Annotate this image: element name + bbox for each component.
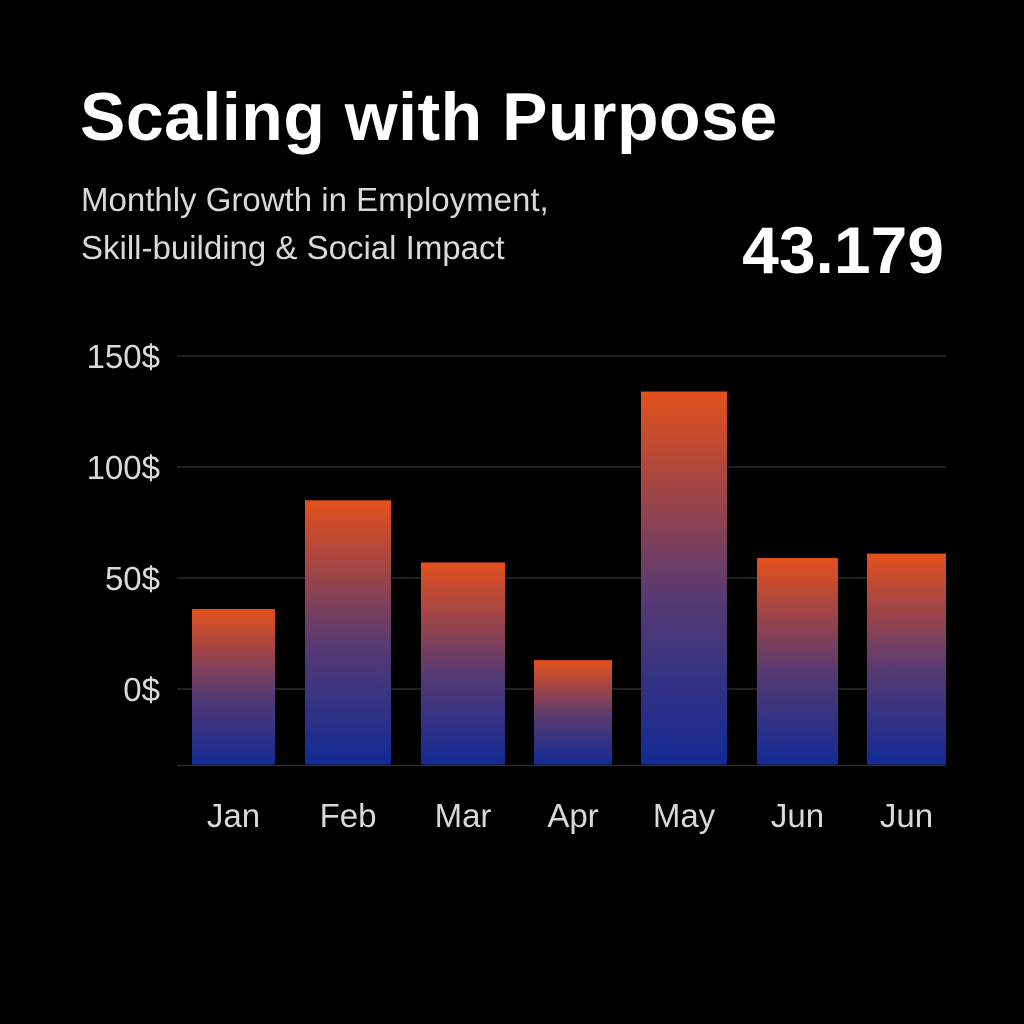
x-tick-label: Apr [547, 797, 598, 834]
bar-jan-0 [192, 609, 275, 765]
chart-title: Scaling with Purpose [80, 79, 778, 155]
bar-jun-5 [757, 558, 838, 765]
y-tick-label: 100$ [87, 449, 160, 486]
y-axis-ticks: 0$ 50$ 100$ 150$ [87, 338, 160, 708]
bar-jun-6 [867, 553, 946, 765]
bar-mar-2 [421, 562, 505, 765]
x-tick-label: Jun [880, 797, 933, 834]
subtitle-line-1: Monthly Growth in Employment, [81, 181, 549, 218]
bars [192, 391, 946, 765]
y-tick-label: 50$ [105, 560, 160, 597]
x-tick-label: Mar [435, 797, 492, 834]
y-tick-label: 0$ [123, 671, 160, 708]
x-tick-label: Jan [207, 797, 260, 834]
kpi-value: 43.179 [742, 213, 944, 287]
x-tick-label: Jun [771, 797, 824, 834]
subtitle-line-2: Skill-building & Social Impact [81, 229, 505, 266]
x-axis-ticks: Jan Feb Mar Apr May Jun Jun [207, 797, 933, 834]
chart-subtitle: Monthly Growth in Employment, Skill-buil… [81, 176, 549, 272]
x-tick-label: Feb [320, 797, 377, 834]
bar-feb-1 [305, 500, 391, 765]
bar-may-4 [641, 391, 727, 765]
bar-apr-3 [534, 660, 612, 765]
x-tick-label: May [653, 797, 716, 834]
y-tick-label: 150$ [87, 338, 160, 375]
